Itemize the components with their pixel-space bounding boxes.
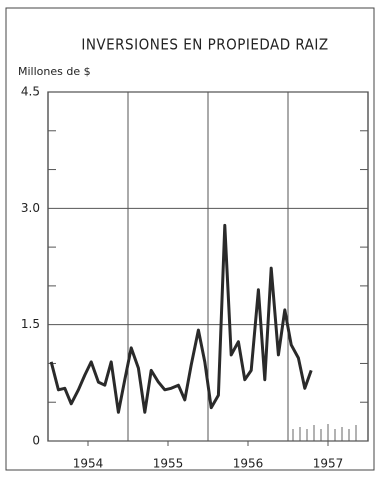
y-axis-label: Millones de $ [18, 65, 91, 78]
hatch [292, 424, 357, 441]
frame [5, 7, 375, 471]
x-tick-label: 1955 [153, 457, 184, 471]
y-tick-label: 1.5 [21, 317, 40, 331]
data-line [49, 223, 313, 414]
y-tick-label: 4.5 [21, 85, 40, 99]
x-tick-label: 1957 [313, 457, 344, 471]
y-tick-label: 0 [32, 434, 40, 448]
y-tick-label: 3.0 [21, 201, 40, 215]
x-tick-label: 1954 [73, 457, 104, 471]
chart-title: INVERSIONES EN PROPIEDAD RAIZ [81, 36, 328, 54]
x-tick-label: 1956 [233, 457, 264, 471]
